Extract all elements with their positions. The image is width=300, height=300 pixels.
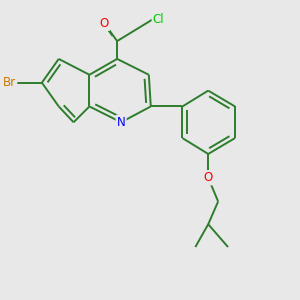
Text: Br: Br [3, 76, 16, 89]
Text: O: O [100, 17, 109, 30]
Text: O: O [204, 171, 213, 184]
Text: N: N [117, 116, 125, 129]
Text: Cl: Cl [153, 13, 164, 26]
